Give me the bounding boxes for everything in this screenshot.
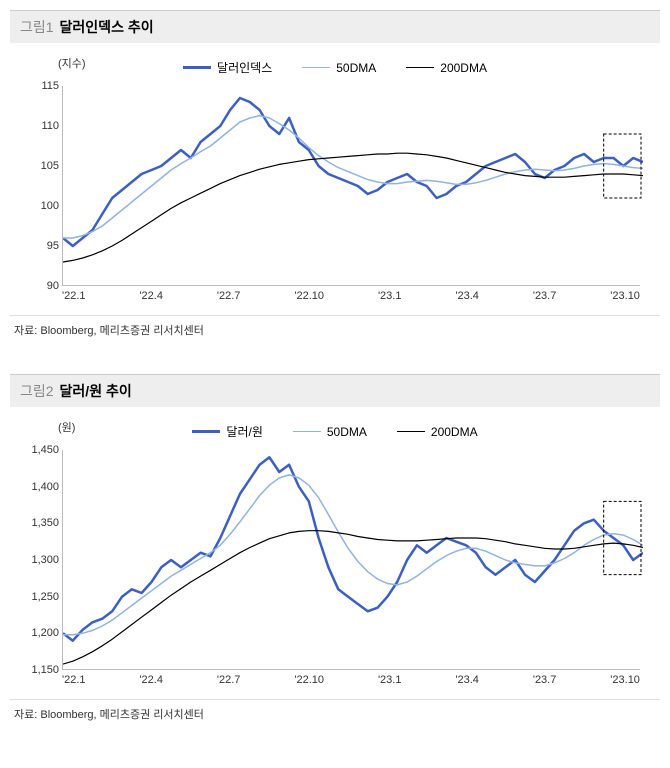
- legend-item: 50DMA: [293, 423, 367, 440]
- x-tick-label: '22.4: [139, 674, 163, 686]
- legend: 달러/원 50DMA 200DMA: [20, 417, 650, 450]
- source-line: 자료: Bloomberg, 메리츠증권 리서치센터: [10, 315, 660, 344]
- x-tick-label: '23.10: [610, 674, 640, 686]
- legend: 달러인덱스 50DMA 200DMA: [20, 53, 650, 86]
- legend-label: 200DMA: [440, 61, 487, 75]
- y-tick-label: 90: [21, 280, 59, 292]
- x-tick-label: '22.4: [139, 290, 163, 302]
- x-tick-label: '23.7: [533, 290, 557, 302]
- legend-swatch: [406, 67, 434, 68]
- unit-label: (원): [58, 419, 75, 435]
- legend-item: 200DMA: [406, 59, 487, 76]
- y-tick-label: 1,400: [21, 481, 59, 493]
- y-tick-label: 95: [21, 240, 59, 252]
- legend-item: 달러인덱스: [183, 59, 272, 76]
- legend-swatch: [293, 431, 321, 432]
- y-tick-label: 115: [21, 80, 59, 92]
- x-tick-label: '22.7: [217, 290, 241, 302]
- chart-block-1: 그림2달러/원 추이(원)달러/원50DMA200DMA1,1501,2001,…: [10, 374, 660, 728]
- x-tick-label: '23.4: [455, 674, 479, 686]
- legend-swatch: [397, 431, 425, 432]
- series-line-0: [63, 98, 643, 246]
- chart-title-bar: 그림1 달러인덱스 추이: [10, 10, 660, 43]
- y-tick-label: 1,200: [21, 627, 59, 639]
- plot-box: 1,1501,2001,2501,3001,3501,4001,450: [62, 450, 640, 670]
- fig-title: 달러/원 추이: [60, 383, 132, 399]
- y-tick-label: 110: [21, 120, 59, 132]
- chart-area: (지수)달러인덱스50DMA200DMA9095100105110115'22.…: [10, 43, 660, 307]
- legend-label: 달러인덱스: [217, 59, 272, 76]
- unit-label: (지수): [58, 55, 86, 71]
- fig-label: 그림1: [20, 19, 54, 35]
- y-tick-label: 1,250: [21, 591, 59, 603]
- plot-svg: [63, 450, 643, 670]
- x-tick-label: '23.1: [378, 290, 402, 302]
- highlight-box: [604, 501, 641, 574]
- chart-title-bar: 그림2 달러/원 추이: [10, 374, 660, 407]
- legend-item: 200DMA: [397, 423, 478, 440]
- legend-item: 50DMA: [302, 59, 376, 76]
- y-tick-label: 1,150: [21, 664, 59, 676]
- fig-label: 그림2: [20, 383, 54, 399]
- y-tick-label: 100: [21, 200, 59, 212]
- plot-box: 9095100105110115: [62, 86, 640, 286]
- legend-label: 50DMA: [327, 425, 367, 439]
- y-tick-label: 1,450: [21, 444, 59, 456]
- source-line: 자료: Bloomberg, 메리츠증권 리서치센터: [10, 699, 660, 728]
- x-tick-label: '22.10: [294, 290, 324, 302]
- x-axis-ticks: '22.1 '22.4 '22.7 '22.10 '23.1 '23.4 '23.7 '23.…: [62, 670, 640, 686]
- fig-title: 달러인덱스 추이: [60, 19, 154, 35]
- x-tick-label: '23.1: [378, 674, 402, 686]
- x-tick-label: '23.4: [455, 290, 479, 302]
- x-tick-label: '23.7: [533, 674, 557, 686]
- legend-label: 달러/원: [226, 423, 262, 440]
- legend-swatch: [302, 67, 330, 68]
- legend-label: 50DMA: [336, 61, 376, 75]
- y-tick-label: 105: [21, 160, 59, 172]
- x-axis-ticks: '22.1 '22.4 '22.7 '22.10 '23.1 '23.4 '23.7 '23.…: [62, 286, 640, 302]
- x-tick-label: '22.7: [217, 674, 241, 686]
- x-tick-label: '22.1: [62, 290, 86, 302]
- series-line-2: [63, 531, 643, 664]
- legend-label: 200DMA: [431, 425, 478, 439]
- x-tick-label: '23.10: [610, 290, 640, 302]
- legend-swatch: [192, 430, 220, 433]
- chart-area: (원)달러/원50DMA200DMA1,1501,2001,2501,3001,…: [10, 407, 660, 691]
- plot-svg: [63, 86, 643, 286]
- chart-block-0: 그림1달러인덱스 추이(지수)달러인덱스50DMA200DMA909510010…: [10, 10, 660, 344]
- y-tick-label: 1,300: [21, 554, 59, 566]
- legend-item: 달러/원: [192, 423, 262, 440]
- legend-swatch: [183, 66, 211, 69]
- y-axis-ticks: 1,1501,2001,2501,3001,3501,4001,450: [21, 450, 59, 669]
- x-tick-label: '22.1: [62, 674, 86, 686]
- x-tick-label: '22.10: [294, 674, 324, 686]
- y-tick-label: 1,350: [21, 517, 59, 529]
- y-axis-ticks: 9095100105110115: [21, 86, 59, 285]
